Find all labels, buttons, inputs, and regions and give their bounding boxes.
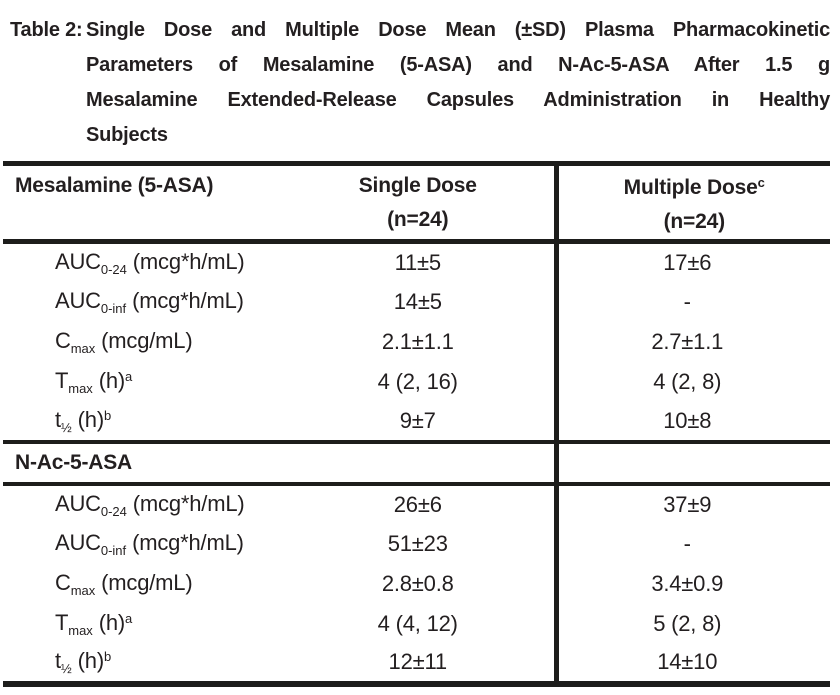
param-label: AUC0-24 (mcg*h/mL) (55, 490, 245, 519)
param-label: t½ (h)b (55, 648, 112, 676)
table-header-row: Mesalamine (5-ASA) Single Dose (n=24) Mu… (3, 163, 830, 244)
table-row: t½ (h)b 9±7 10±8 (3, 401, 830, 442)
caption-line: Single Dose and Multiple Dose Mean (±SD)… (86, 19, 830, 41)
multiple-dose-value: 17±6 (553, 241, 830, 282)
single-dose-value: 12±11 (388, 649, 448, 674)
table-caption: Table 2: Single Dose and Multiple Dose M… (0, 0, 840, 152)
footnote-marker-c: c (757, 175, 765, 190)
multiple-dose-value: - (553, 523, 830, 564)
caption-line: Subjects (86, 124, 168, 146)
caption-text: Single Dose and Multiple Dose Mean (±SD)… (86, 13, 830, 153)
single-dose-value: 4 (4, 12) (377, 610, 458, 636)
table-row: t½ (h)b 12±11 14±10 (3, 643, 830, 684)
table-row: Cmax (mcg/mL) 2.8±0.8 3.4±0.9 (3, 563, 830, 604)
param-label: Cmax (mcg/mL) (55, 327, 193, 356)
single-dose-value: 4 (2, 16) (377, 368, 458, 394)
table-number-label: Table 2: (10, 19, 83, 41)
single-dose-value: 11±5 (394, 249, 442, 275)
param-label: Tmax (h)a (55, 609, 133, 638)
multiple-dose-value: 2.7±1.1 (553, 321, 830, 362)
single-dose-value: 51±23 (387, 530, 448, 556)
multiple-dose-value: 5 (2, 8) (553, 603, 830, 644)
table-row: Tmax (h)a 4 (4, 12) 5 (2, 8) (3, 603, 830, 644)
param-label: AUC0-24 (mcg*h/mL) (55, 248, 245, 277)
single-dose-value: 26±6 (393, 491, 442, 517)
empty-cell (553, 439, 830, 486)
single-dose-value: 9±7 (399, 407, 436, 433)
single-dose-value: 2.8±0.8 (381, 570, 454, 596)
header-multiple-dose-title: Multiple Dosec (623, 175, 765, 199)
param-label: AUC0-inf (mcg*h/mL) (55, 529, 244, 558)
table-row: AUC0-inf (mcg*h/mL) 14±5 - (3, 281, 830, 322)
param-label: Tmax (h)a (55, 367, 133, 396)
multiple-dose-value: 37±9 (553, 483, 830, 524)
header-multiple-dose-n: (n=24) (663, 210, 725, 233)
pk-table: Mesalamine (5-ASA) Single Dose (n=24) Mu… (3, 161, 830, 687)
multiple-dose-value: 14±10 (553, 643, 830, 684)
param-label: AUC0-inf (mcg*h/mL) (55, 287, 244, 316)
table-row: AUC0-24 (mcg*h/mL) 11±5 17±6 (3, 241, 830, 282)
single-dose-value: 2.1±1.1 (381, 328, 454, 354)
header-analyte: Mesalamine (5-ASA) (3, 163, 282, 244)
header-single-dose-title: Single Dose (358, 173, 477, 197)
table-row: AUC0-inf (mcg*h/mL) 51±23 - (3, 523, 830, 564)
multiple-dose-value: 3.4±0.9 (553, 563, 830, 604)
header-multiple-dose: Multiple Dosec (n=24) (553, 163, 830, 244)
caption-line: Mesalamine Extended-Release Capsules Adm… (86, 89, 830, 111)
header-single-dose-n: (n=24) (387, 207, 449, 231)
table-row: Cmax (mcg/mL) 2.1±1.1 2.7±1.1 (3, 321, 830, 362)
multiple-dose-value: 10±8 (553, 401, 830, 442)
table-row: Tmax (h)a 4 (2, 16) 4 (2, 8) (3, 361, 830, 402)
header-single-dose: Single Dose (n=24) (282, 163, 556, 244)
multiple-dose-value: 4 (2, 8) (553, 361, 830, 402)
param-label: Cmax (mcg/mL) (55, 569, 193, 598)
table-row: AUC0-24 (mcg*h/mL) 26±6 37±9 (3, 483, 830, 524)
section-title: N-Ac-5-ASA (3, 439, 556, 486)
multiple-dose-value: - (553, 281, 830, 322)
caption-line: Parameters of Mesalamine (5-ASA) and N-A… (86, 54, 830, 76)
single-dose-value: 14±5 (393, 288, 442, 314)
section-header-row: N-Ac-5-ASA (3, 439, 830, 486)
param-label: t½ (h)b (55, 406, 112, 435)
